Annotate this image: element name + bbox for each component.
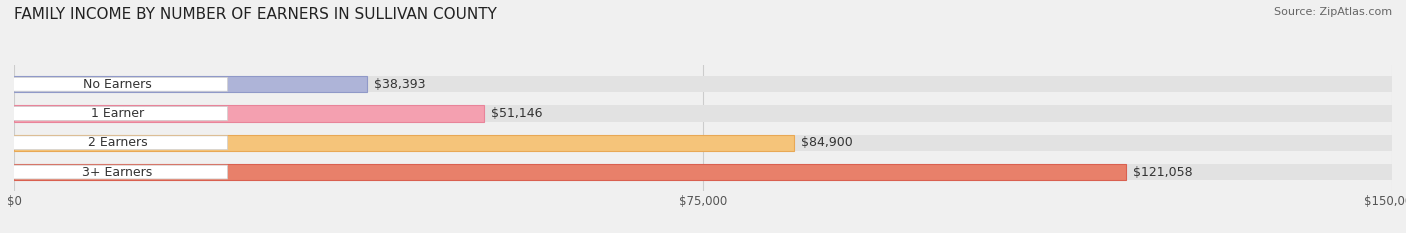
Text: 1 Earner: 1 Earner bbox=[91, 107, 143, 120]
Text: $51,146: $51,146 bbox=[491, 107, 543, 120]
Text: $38,393: $38,393 bbox=[374, 78, 425, 91]
Text: $121,058: $121,058 bbox=[1133, 165, 1192, 178]
Bar bbox=[14, 135, 1392, 151]
FancyBboxPatch shape bbox=[7, 107, 228, 120]
Bar bbox=[14, 106, 1392, 122]
Bar bbox=[14, 76, 367, 92]
Bar bbox=[14, 164, 1126, 180]
FancyBboxPatch shape bbox=[7, 77, 228, 91]
Text: 3+ Earners: 3+ Earners bbox=[83, 165, 152, 178]
Text: 2 Earners: 2 Earners bbox=[87, 136, 148, 149]
Bar bbox=[14, 76, 1392, 92]
Bar bbox=[14, 164, 1392, 180]
Text: FAMILY INCOME BY NUMBER OF EARNERS IN SULLIVAN COUNTY: FAMILY INCOME BY NUMBER OF EARNERS IN SU… bbox=[14, 7, 496, 22]
FancyBboxPatch shape bbox=[7, 136, 228, 150]
Text: No Earners: No Earners bbox=[83, 78, 152, 91]
Bar bbox=[14, 106, 484, 122]
Text: $84,900: $84,900 bbox=[801, 136, 852, 149]
Text: Source: ZipAtlas.com: Source: ZipAtlas.com bbox=[1274, 7, 1392, 17]
FancyBboxPatch shape bbox=[7, 165, 228, 179]
Bar bbox=[14, 135, 794, 151]
